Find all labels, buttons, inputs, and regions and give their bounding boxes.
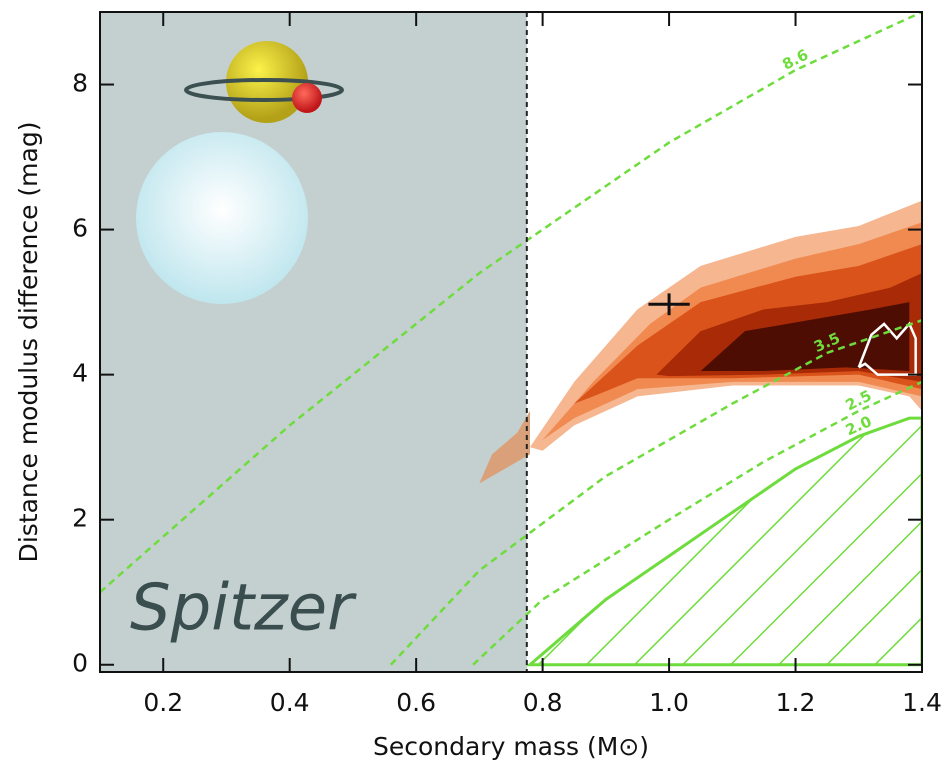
curve-label: 2.5 [843,386,875,414]
annotation: Spitzer [130,572,357,646]
hatched-region [530,418,922,665]
x-tick-label: 0.2 [143,688,183,717]
y-tick-label: 0 [72,649,88,678]
x-tick-label: 1.0 [649,688,689,717]
companion-icon [292,83,322,113]
x-tick-label: 0.4 [270,688,310,717]
star-icon [136,132,308,304]
chart: 8.63.52.52.00.20.40.60.81.01.21.402468 S… [0,0,948,766]
x-tick-label: 1.4 [902,688,942,717]
y-tick-label: 6 [72,214,88,243]
x-tick-label: 0.8 [523,688,563,717]
y-tick-label: 4 [72,359,88,388]
x-tick-label: 1.2 [776,688,816,717]
y-tick-label: 2 [72,504,88,533]
x-tick-label: 0.6 [396,688,436,717]
x-axis-label: Secondary mass (M⊙) [373,732,649,761]
y-tick-label: 8 [72,69,88,98]
curve-label: 8.6 [779,45,811,73]
y-axis-label: Distance modulus difference (mag) [14,122,43,563]
